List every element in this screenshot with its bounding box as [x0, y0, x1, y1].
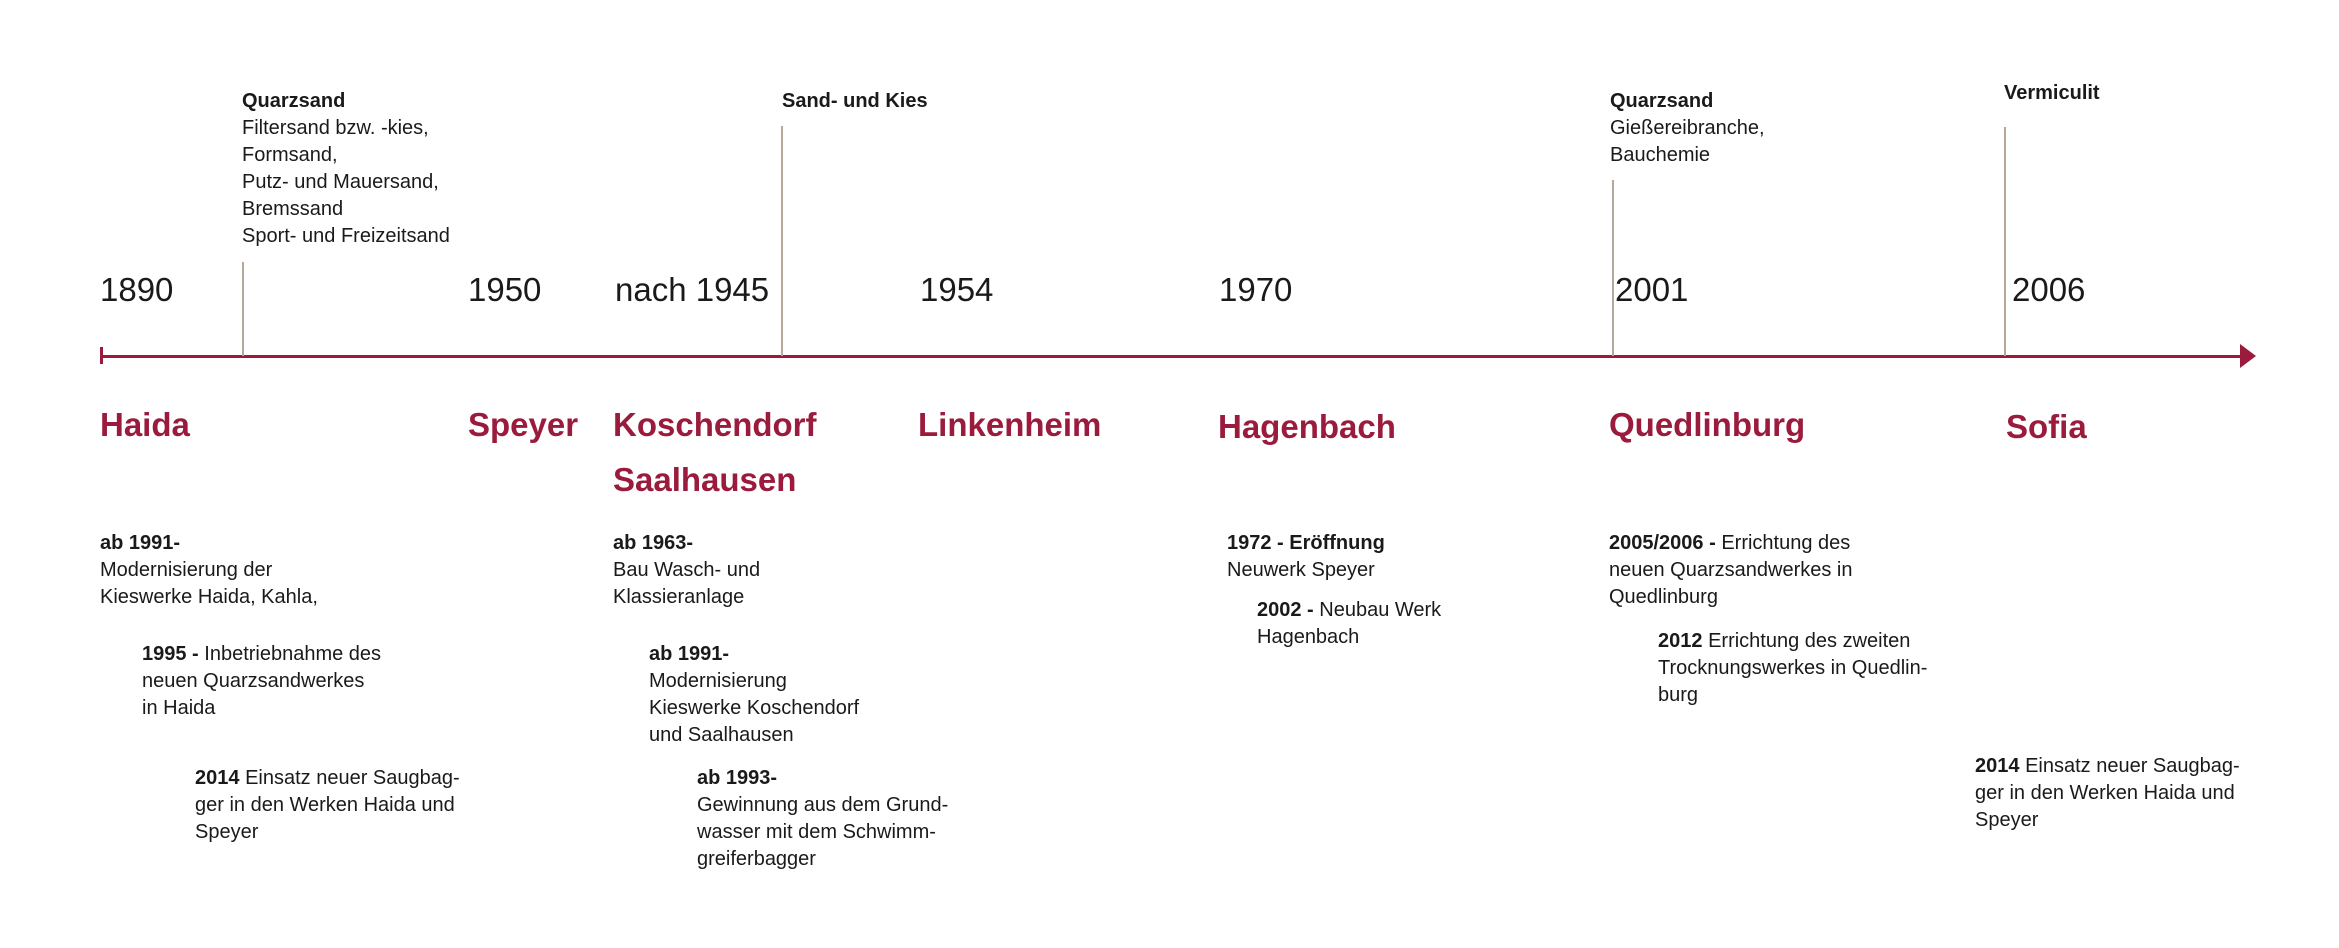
event-block: 2005/2006 - Errichtung des neuen Quarzsa…	[1609, 530, 1852, 611]
event-line: Einsatz neuer Saugbag-	[2025, 755, 2240, 777]
event-block: 1995 - Inbetriebnahme des neuen Quarzsan…	[142, 641, 381, 722]
event-line: wasser mit dem Schwimm-	[697, 821, 936, 843]
timeline-start-tick	[100, 347, 103, 364]
event-date: 2014	[195, 767, 246, 789]
place-label: Linkenheim	[918, 406, 1102, 443]
material-block: Quarzsand Gießereibranche, Bauchemie	[1610, 88, 1765, 169]
connector-line	[781, 126, 783, 356]
year-label: 1950	[468, 271, 542, 308]
place-label: Haida	[100, 406, 190, 443]
material-title: Quarzsand	[242, 90, 346, 112]
place-label: Saalhausen	[613, 461, 797, 498]
event-block: ab 1993- Gewinnung aus dem Grund- wasser…	[697, 765, 948, 873]
event-date: ab 1963-	[613, 532, 694, 554]
event-block: 2002 - Neubau Werk Hagenbach	[1257, 597, 1441, 651]
event-date: 2002 -	[1257, 599, 1320, 621]
connector-line	[242, 262, 244, 356]
event-line: Modernisierung der	[100, 559, 273, 581]
event-line: Kieswerke Haida, Kahla,	[100, 586, 318, 608]
event-block: 2014 Einsatz neuer Saugbag- ger in den W…	[1975, 753, 2240, 834]
material-title: Quarzsand	[1610, 90, 1714, 112]
event-line: in Haida	[142, 697, 216, 719]
event-block: 1972 - Eröffnung Neuwerk Speyer	[1227, 530, 1385, 584]
material-line: Bauchemie	[1610, 144, 1711, 166]
year-label: 2006	[2012, 271, 2086, 308]
year-label: 1954	[920, 271, 994, 308]
place-label: Hagenbach	[1218, 408, 1396, 445]
event-line: und Saalhausen	[649, 724, 794, 746]
event-block: 2014 Einsatz neuer Saugbag- ger in den W…	[195, 765, 460, 846]
arrow-head-icon	[2240, 344, 2256, 368]
place-label: Sofia	[2006, 408, 2087, 445]
event-line: Neubau Werk	[1319, 599, 1442, 621]
event-block: ab 1991- Modernisierung Kieswerke Kosche…	[649, 641, 859, 749]
event-date: 2012	[1658, 630, 1709, 652]
material-line: Filtersand bzw. -kies,	[242, 117, 429, 139]
event-block: ab 1991- Modernisierung der Kieswerke Ha…	[100, 530, 318, 611]
event-line: Speyer	[1975, 809, 2039, 831]
event-line: greiferbagger	[697, 848, 816, 870]
material-line: Putz- und Mauersand,	[242, 171, 439, 193]
material-line: Bremssand	[242, 198, 344, 220]
event-date: 2014	[1975, 755, 2026, 777]
connector-line	[2004, 127, 2006, 356]
event-date: 2005/2006 -	[1609, 532, 1722, 554]
event-block: ab 1963- Bau Wasch- und Klassieranlage	[613, 530, 760, 611]
event-line: Klassieranlage	[613, 586, 745, 608]
place-label: Quedlinburg	[1609, 406, 1806, 443]
place-label: Koschendorf	[613, 406, 817, 443]
material-block: Quarzsand Filtersand bzw. -kies, Formsan…	[242, 88, 450, 250]
year-label: nach 1945	[615, 271, 770, 308]
event-line: Kieswerke Koschendorf	[649, 697, 860, 719]
material-block: Vermiculit	[2004, 80, 2100, 107]
event-line: burg	[1658, 684, 1699, 706]
year-label: 1890	[100, 271, 174, 308]
event-line: neuen Quarzsandwerkes in	[1609, 559, 1853, 581]
event-line: Gewinnung aus dem Grund-	[697, 794, 949, 816]
event-line: Neuwerk Speyer	[1227, 559, 1375, 581]
event-date: 1972 - Eröffnung	[1227, 532, 1385, 554]
year-label: 1970	[1219, 271, 1293, 308]
event-line: Einsatz neuer Saugbag-	[245, 767, 460, 789]
event-line: ger in den Werken Haida und	[195, 794, 455, 816]
material-line: Sport- und Freizeitsand	[242, 225, 450, 247]
event-line: Errichtung des zweiten	[1708, 630, 1911, 652]
timeline-axis	[101, 355, 2243, 358]
event-date: ab 1991-	[649, 643, 730, 665]
material-title: Sand- und Kies	[782, 90, 928, 112]
material-block: Sand- und Kies	[782, 88, 928, 115]
material-line: Formsand,	[242, 144, 338, 166]
event-line: neuen Quarzsandwerkes	[142, 670, 365, 692]
event-line: Hagenbach	[1257, 626, 1360, 648]
event-line: Bau Wasch- und	[613, 559, 761, 581]
event-line: Errichtung des	[1721, 532, 1851, 554]
event-block: 2012 Errichtung des zweiten Trocknungswe…	[1658, 628, 1927, 709]
year-label: 2001	[1615, 271, 1689, 308]
place-label: Speyer	[468, 406, 579, 443]
material-line: Gießereibranche,	[1610, 117, 1765, 139]
connector-line	[1612, 180, 1614, 356]
event-line: Modernisierung	[649, 670, 787, 692]
event-line: ger in den Werken Haida und	[1975, 782, 2235, 804]
event-date: ab 1993-	[697, 767, 778, 789]
event-line: Speyer	[195, 821, 259, 843]
event-date: ab 1991-	[100, 532, 181, 554]
event-line: Trocknungswerkes in Quedlin-	[1658, 657, 1928, 679]
material-title: Vermiculit	[2004, 82, 2100, 104]
event-line: Quedlinburg	[1609, 586, 1718, 608]
event-date: 1995 -	[142, 643, 205, 665]
event-line: Inbetriebnahme des	[204, 643, 382, 665]
